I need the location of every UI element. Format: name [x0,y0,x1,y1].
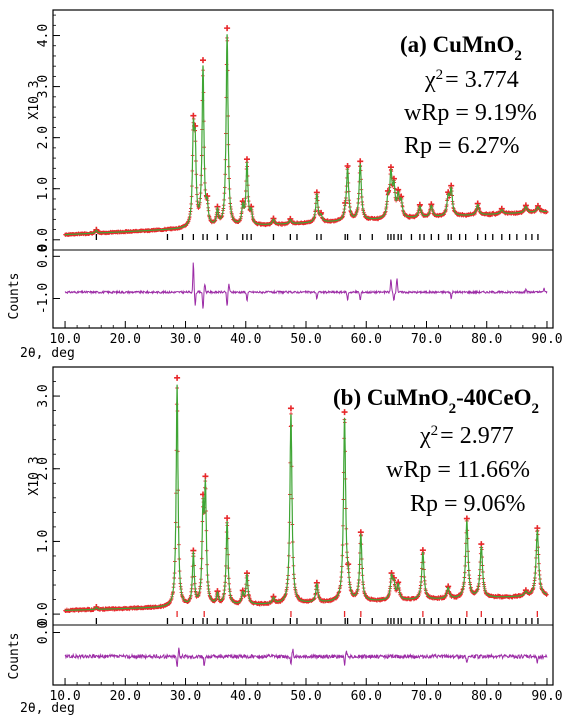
calculated-profile [65,384,548,611]
panel-b: 10.0 20.0 30.0 40.0 50.0 60.0 70.0 80.0 90.0 0.0 1… [7,366,563,716]
observed-peak-marker [522,587,529,594]
y-tick-label: 1.0 [36,530,51,553]
observed-peak-marker [341,409,348,416]
diff-tick-label: -1.0 [36,283,51,314]
observed-peak-marker [174,374,181,381]
panel-a-wrp: wRp = 9.19% [404,100,537,126]
x-tick-label: 90.0 [531,332,562,347]
observed-peak-marker [224,25,231,32]
panel-a-diff-ylabel: Counts [7,273,22,320]
y-tick-label: 2.0 [36,126,51,149]
x-tick-label: 20.0 [110,689,141,704]
panel-a-frame [52,9,554,329]
panel-b-title: (b) CuMnO2-40CeO2 [333,385,539,417]
difference-curve [64,262,548,309]
x-tick-label: 50.0 [290,332,321,347]
x-tick-label: 80.0 [471,689,502,704]
calculated-profile [65,34,547,236]
observed-peak-marker [287,215,294,222]
diff-tick-label: 0.0 [36,245,51,268]
y-tick-label: 0.0 [36,602,51,625]
observed-peak-marker [202,473,209,480]
x-tick-label: 50.0 [290,689,321,704]
observed-peak-marker [224,515,231,522]
x-tick-label: 70.0 [411,332,442,347]
panel-a-title: (a) CuMnO2 [400,32,522,64]
panel-b-rp: Rp = 9.06% [410,491,526,517]
y-tick-label: 3.0 [36,384,51,407]
y-tick-label: 4.0 [36,24,51,47]
x-tick-label: 70.0 [411,689,442,704]
panel-a-xlabel: 2θ, deg [20,346,75,361]
y-tick-label: 0.0 [36,228,51,251]
panel-a-rp: Rp = 6.27% [404,133,520,159]
x-tick-label: 60.0 [351,689,382,704]
y-tick-label: 3.0 [36,75,51,98]
panel-a: 10.0 20.0 30.0 40.0 50.0 60.0 70.0 80.0 90.0 0.0 1… [7,9,563,361]
panel-b-diff-ylabel: Counts [7,633,22,680]
observed-peak-marker [522,202,529,209]
x-tick-label: 60.0 [351,332,382,347]
y-tick-label: 1.0 [36,177,51,200]
x-tick-label: 80.0 [471,332,502,347]
panel-b-ylabel: X10 3 [27,456,42,495]
panel-b-plot: 10.0 20.0 30.0 40.0 50.0 60.0 70.0 80.0 90.0 0.0 1… [36,374,563,704]
panel-b-frame [52,366,554,686]
y-tick-label: 2.0 [36,457,51,480]
x-tick-label: 40.0 [230,689,261,704]
panel-a-ylabel: X10 3 [27,80,42,119]
observed-peak-marker [200,57,206,64]
panel-b-xlabel: 2θ, deg [20,701,75,716]
observed-peak-marker [534,202,541,209]
panel-b-chi2: χ2= 2.977 [419,423,514,449]
diff-tick-label: 0.0 [36,621,51,644]
difference-curve [64,647,548,667]
observed-peak-marker [498,205,505,212]
x-tick-label: 20.0 [110,332,141,347]
x-tick-label: 10.0 [49,332,80,347]
observed-peak-marker [287,405,294,412]
x-tick-label: 40.0 [230,332,261,347]
observed-peak-marker [243,156,250,163]
x-tick-label: 10.0 [49,689,80,704]
panel-b-wrp: wRp = 11.66% [386,457,530,483]
x-tick-label: 30.0 [170,689,201,704]
panel-a-plot: 10.0 20.0 30.0 40.0 50.0 60.0 70.0 80.0 90.0 0.0 1… [36,14,563,347]
observed-peak-marker [357,158,364,165]
x-tick-label: 30.0 [170,332,201,347]
panel-a-chi2: χ2= 3.774 [424,67,519,93]
observed-peak-marker [190,112,197,119]
x-tick-label: 90.0 [531,689,562,704]
